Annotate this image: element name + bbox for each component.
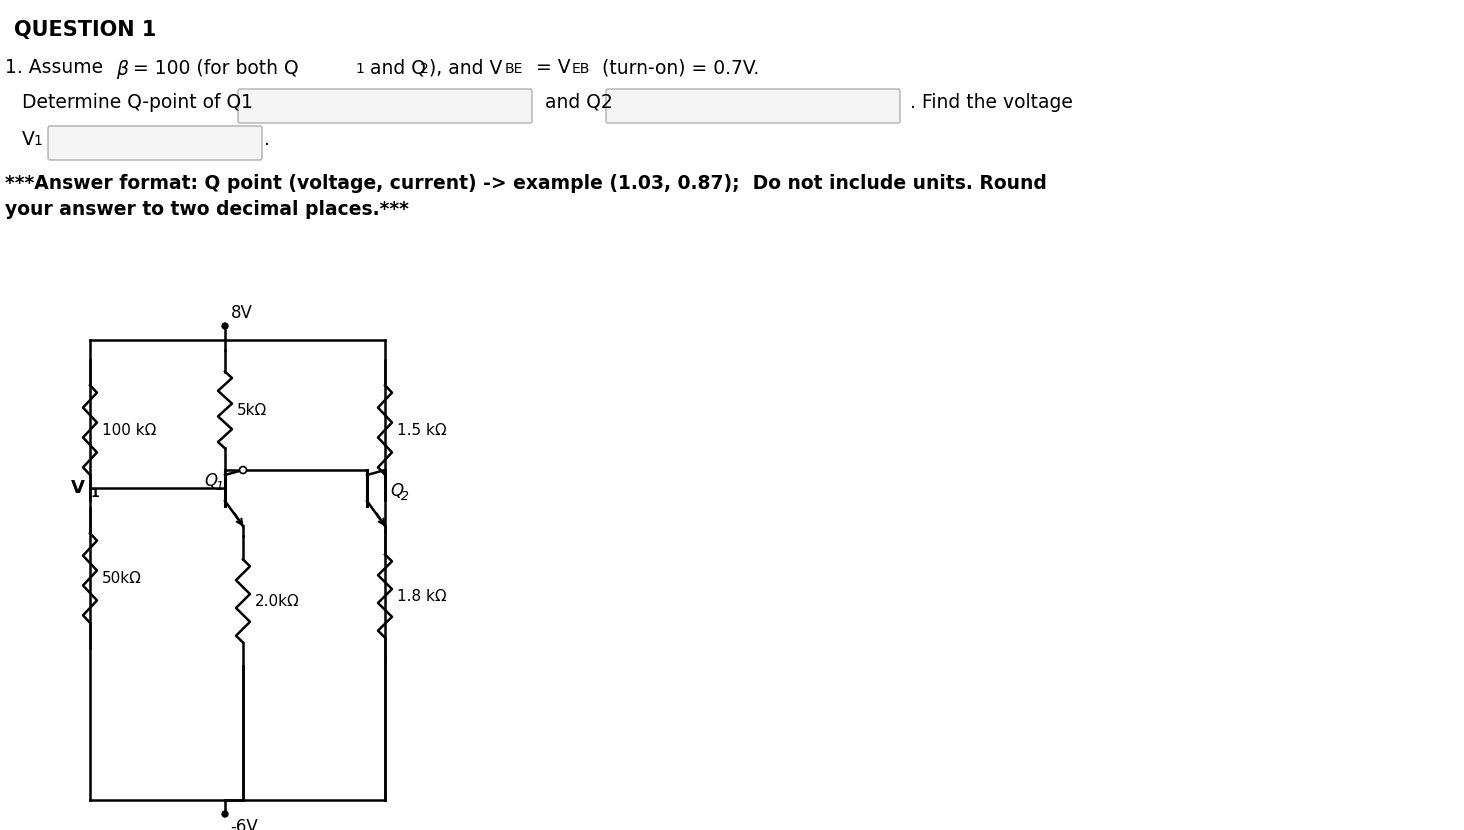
FancyBboxPatch shape xyxy=(48,126,262,160)
Text: 1: 1 xyxy=(354,62,365,76)
Text: EB: EB xyxy=(572,62,590,76)
Text: 1. Assume: 1. Assume xyxy=(4,58,116,77)
Circle shape xyxy=(223,323,228,329)
Circle shape xyxy=(223,811,228,817)
Text: V: V xyxy=(72,479,85,497)
Text: 1.5 kΩ: 1.5 kΩ xyxy=(397,422,447,437)
Text: .: . xyxy=(264,130,269,149)
Text: your answer to two decimal places.***: your answer to two decimal places.*** xyxy=(4,200,408,219)
Text: 2: 2 xyxy=(401,490,408,503)
Text: = V: = V xyxy=(530,58,571,77)
Text: . Find the voltage: . Find the voltage xyxy=(911,93,1073,112)
Text: 1: 1 xyxy=(215,480,223,493)
Text: BE: BE xyxy=(505,62,523,76)
Text: V: V xyxy=(22,130,35,149)
Text: Determine Q-point of Q1: Determine Q-point of Q1 xyxy=(22,93,253,112)
Text: 50kΩ: 50kΩ xyxy=(102,570,142,585)
Text: and Q: and Q xyxy=(365,58,426,77)
Text: 2.0kΩ: 2.0kΩ xyxy=(255,593,300,608)
Text: $\beta$: $\beta$ xyxy=(116,58,129,81)
Text: -6V: -6V xyxy=(230,818,258,830)
Text: ), and V: ), and V xyxy=(429,58,502,77)
Text: Q: Q xyxy=(203,472,217,490)
Text: = 100 (for both Q: = 100 (for both Q xyxy=(133,58,299,77)
Text: and Q2: and Q2 xyxy=(545,93,613,112)
Text: 100 kΩ: 100 kΩ xyxy=(102,422,157,437)
Text: QUESTION 1: QUESTION 1 xyxy=(15,20,157,40)
Text: 5kΩ: 5kΩ xyxy=(237,403,268,417)
Text: 2: 2 xyxy=(420,62,429,76)
FancyBboxPatch shape xyxy=(606,89,900,123)
FancyBboxPatch shape xyxy=(239,89,531,123)
Text: ***Answer format: Q point (voltage, current) -> example (1.03, 0.87);  Do not in: ***Answer format: Q point (voltage, curr… xyxy=(4,174,1047,193)
Text: 1: 1 xyxy=(91,486,100,500)
Circle shape xyxy=(240,466,246,473)
Text: 8V: 8V xyxy=(231,304,253,322)
Text: (turn-on) = 0.7V.: (turn-on) = 0.7V. xyxy=(596,58,760,77)
Text: Q: Q xyxy=(389,482,403,500)
Text: 1: 1 xyxy=(34,134,42,148)
Text: 1.8 kΩ: 1.8 kΩ xyxy=(397,588,447,603)
